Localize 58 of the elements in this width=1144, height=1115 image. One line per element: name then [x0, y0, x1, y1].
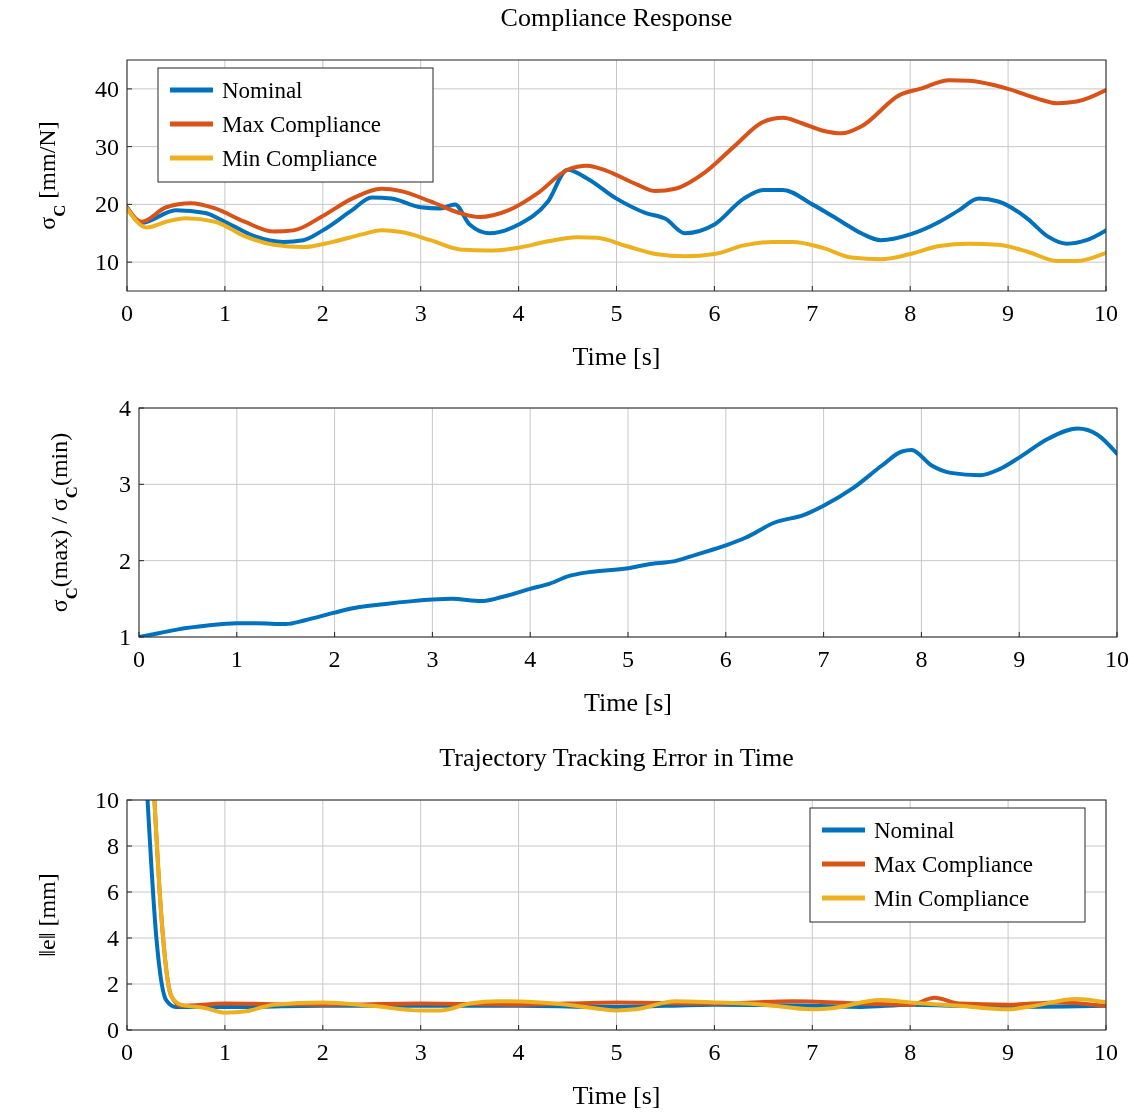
x-tick-label: 4 — [524, 646, 537, 672]
x-tick-label: 1 — [230, 646, 243, 672]
chart-title: Trajectory Tracking Error in Time — [439, 743, 794, 772]
y-tick-label: 3 — [119, 471, 131, 498]
x-tick-label: 6 — [708, 300, 721, 326]
x-tick-label: 3 — [426, 646, 439, 672]
y-tick-label: 10 — [95, 249, 119, 276]
y-tick-label: 4 — [119, 395, 131, 421]
y-tick-label: 20 — [95, 191, 119, 218]
x-tick-label: 6 — [708, 1039, 721, 1065]
y-tick-label: 30 — [95, 133, 119, 160]
x-axis-title: Time [s] — [572, 1081, 661, 1110]
legend-label: Min Compliance — [222, 146, 378, 171]
y-tick-label: 2 — [107, 971, 119, 997]
x-tick-label: 9 — [1002, 1039, 1015, 1065]
x-tick-label: 8 — [904, 1039, 917, 1065]
x-tick-label: 7 — [817, 646, 830, 672]
chart-title: Compliance Response — [500, 3, 733, 32]
y-tick-label: 0 — [107, 1017, 119, 1043]
legend-label: Min Compliance — [874, 886, 1030, 911]
x-tick-label: 1 — [218, 300, 231, 326]
y-tick-label: 8 — [107, 833, 119, 859]
x-tick-label: 5 — [610, 300, 623, 326]
x-tick-label: 1 — [218, 1039, 231, 1065]
x-tick-label: 7 — [806, 300, 819, 326]
x-tick-label: 5 — [622, 646, 634, 672]
x-tick-label: 9 — [1013, 646, 1026, 672]
x-tick-label: 2 — [316, 1039, 329, 1065]
x-tick-label: 2 — [316, 300, 329, 326]
y-tick-label: 1 — [119, 624, 131, 650]
x-tick-label: 4 — [512, 300, 525, 326]
x-axis-title: Time [s] — [572, 342, 661, 371]
y-tick-label: 40 — [95, 75, 119, 102]
x-axis-title: Time [s] — [584, 688, 672, 717]
x-tick-label: 7 — [806, 1039, 819, 1065]
x-tick-label: 10 — [1094, 1039, 1118, 1065]
x-tick-label: 3 — [414, 300, 427, 326]
x-tick-label: 8 — [915, 646, 928, 672]
y-axis-title: ‖e‖ [mm] — [34, 873, 60, 957]
legend-label: Max Compliance — [222, 112, 382, 137]
x-tick-label: 10 — [1105, 646, 1129, 672]
x-tick-label: 9 — [1002, 300, 1015, 326]
y-tick-label: 2 — [119, 547, 131, 574]
y-tick-label: 6 — [107, 879, 119, 905]
legend-label: Nominal — [874, 818, 955, 843]
legend-label: Nominal — [222, 78, 303, 103]
y-tick-label: 4 — [107, 925, 119, 951]
line-series — [127, 78, 1106, 234]
x-tick-label: 8 — [904, 300, 917, 326]
x-tick-label: 3 — [414, 1039, 427, 1065]
x-tick-label: 6 — [719, 646, 732, 672]
x-tick-label: 5 — [610, 1039, 623, 1065]
x-tick-label: 4 — [512, 1039, 525, 1065]
line-series — [127, 206, 1106, 263]
legend-label: Max Compliance — [874, 852, 1034, 877]
x-tick-label: 10 — [1094, 300, 1118, 326]
y-tick-label: 10 — [95, 787, 119, 813]
x-tick-label: 2 — [328, 646, 341, 672]
